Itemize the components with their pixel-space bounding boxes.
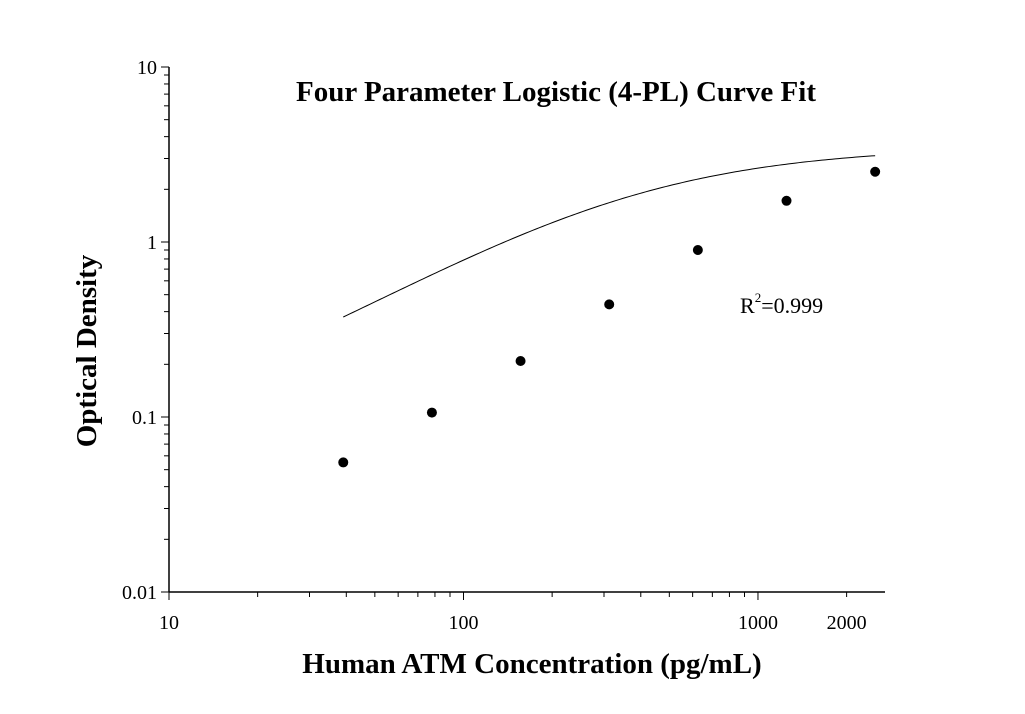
x-tick-label: 2000 bbox=[827, 612, 867, 634]
data-point bbox=[426, 407, 437, 418]
y-tick-label: 10 bbox=[137, 57, 157, 79]
fit-curve bbox=[343, 155, 876, 318]
y-tick-label: 0.01 bbox=[122, 582, 157, 604]
data-point bbox=[338, 457, 349, 468]
chart-title: Four Parameter Logistic (4-PL) Curve Fit bbox=[296, 76, 816, 108]
r-squared-superscript: 2 bbox=[755, 290, 762, 305]
r-squared-annotation: R2=0.999 bbox=[740, 290, 823, 318]
data-point bbox=[781, 195, 792, 206]
r-squared-value: =0.999 bbox=[761, 293, 823, 318]
r-squared-prefix: R bbox=[740, 293, 755, 318]
data-point bbox=[692, 245, 703, 256]
y-axis-title: Optical Density bbox=[71, 254, 103, 447]
fit-curve-group bbox=[343, 155, 876, 318]
x-axis-title: Human ATM Concentration (pg/mL) bbox=[302, 648, 761, 680]
data-point bbox=[870, 166, 881, 177]
x-tick-label: 10 bbox=[159, 612, 179, 634]
y-tick-label: 0.1 bbox=[132, 407, 157, 429]
x-tick-label: 1000 bbox=[738, 612, 778, 634]
axes: 0.01 0.1 1 10 10 100 1000 2000 bbox=[122, 57, 885, 634]
data-point bbox=[604, 299, 615, 310]
data-points bbox=[338, 166, 881, 468]
y-tick-label: 1 bbox=[147, 232, 157, 254]
data-point bbox=[515, 355, 526, 366]
x-tick-label: 100 bbox=[448, 612, 478, 634]
